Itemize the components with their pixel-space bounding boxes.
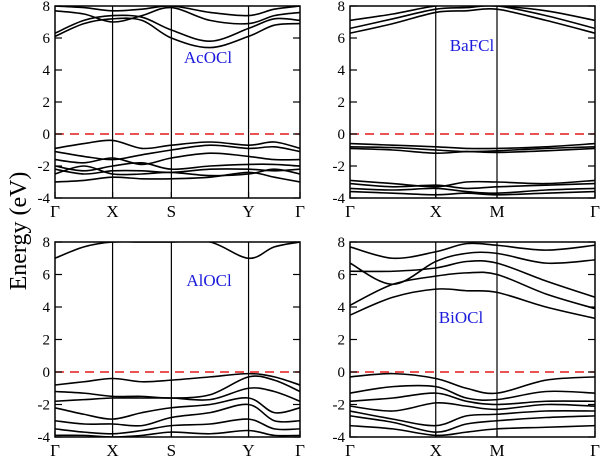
band-line [55, 429, 300, 437]
x-tick-label: X [430, 441, 442, 460]
y-tick-label: 8 [43, 0, 51, 15]
x-tick-label: X [106, 441, 118, 460]
y-tick-label: 4 [43, 63, 51, 79]
band-line [55, 372, 300, 386]
band-line [350, 384, 595, 401]
panel-bafcl: -4 -2 0 2 4 6 8 Γ X M Γ BaFCl [333, 0, 601, 221]
band-lines [55, 242, 300, 437]
y-tick-label: -4 [333, 191, 346, 207]
x-tick-label: M [489, 202, 504, 221]
y-tick-label: -2 [38, 159, 51, 175]
band-line [350, 147, 595, 155]
band-line [350, 372, 595, 395]
band-line [350, 242, 595, 260]
band-line [350, 259, 595, 299]
y-tick-label: 0 [338, 365, 346, 381]
y-tick-label: 0 [338, 127, 346, 143]
panel-acocl: -4 -2 0 2 4 6 8 Γ X S Y Γ AcOCl [38, 0, 306, 221]
x-tick-label: Γ [295, 202, 305, 221]
y-tick-label: 8 [43, 235, 51, 251]
y-tick-label: -4 [38, 191, 51, 207]
y-tick-label: 2 [338, 95, 346, 111]
y-tick-label: 6 [338, 31, 346, 47]
band-line [350, 187, 595, 195]
y-tick-label: 0 [43, 365, 51, 381]
compound-label: BaFCl [450, 36, 495, 55]
y-tick-label: 2 [338, 333, 346, 349]
panel-frame [349, 5, 596, 199]
band-line [350, 179, 595, 188]
x-tick-label: X [106, 202, 118, 221]
y-tick-label: -2 [38, 398, 51, 414]
y-tick-label: -2 [333, 398, 346, 414]
x-tick-label: M [489, 441, 504, 460]
band-line [350, 6, 595, 22]
y-tick-label: 4 [43, 300, 51, 316]
y-tick-label: 2 [43, 333, 51, 349]
band-lines [55, 6, 300, 183]
compound-label: BiOCl [439, 308, 484, 327]
band-line [350, 251, 595, 286]
panel-alocl: -4 -2 0 2 4 6 8 Γ X S Y Γ AlOCl [38, 235, 306, 460]
band-line [350, 182, 595, 190]
x-tick-label: Γ [295, 441, 305, 460]
y-tick-label: -4 [38, 430, 51, 446]
x-tick-label: Y [242, 441, 254, 460]
compound-label: AcOCl [184, 48, 232, 67]
x-tick-label: Y [242, 202, 254, 221]
y-tick-label: 6 [43, 268, 51, 284]
y-tick-label: 6 [338, 268, 346, 284]
band-line [350, 190, 595, 196]
y-tick-label: 2 [43, 95, 51, 111]
y-tick-label: 4 [338, 63, 346, 79]
band-line [350, 415, 595, 433]
y-tick-label: -2 [333, 159, 346, 175]
x-tick-label: Γ [50, 202, 60, 221]
y-axis-label: Energy (eV) [6, 172, 32, 291]
x-tick-label: S [167, 441, 176, 460]
band-line [350, 142, 595, 150]
x-tick-label: S [167, 202, 176, 221]
band-line [350, 401, 595, 412]
band-lines [350, 6, 595, 196]
panel-biocl: -4 -2 0 2 4 6 8 Γ X M Γ BiOCl [333, 235, 601, 460]
y-tick-label: 8 [338, 0, 346, 15]
band-line [55, 6, 300, 17]
y-tick-label: -4 [333, 430, 346, 446]
band-lines [350, 242, 595, 437]
band-line [350, 392, 595, 406]
band-line [350, 7, 595, 34]
x-tick-label: Γ [50, 441, 60, 460]
x-tick-label: Γ [345, 202, 355, 221]
y-tick-label: 6 [43, 31, 51, 47]
x-tick-label: Γ [590, 202, 600, 221]
x-tick-label: X [430, 202, 442, 221]
y-tick-label: 0 [43, 127, 51, 143]
y-tick-label: 4 [338, 300, 346, 316]
y-tick-label: 8 [338, 235, 346, 251]
band-line [350, 424, 595, 437]
band-line [350, 288, 595, 320]
compound-label: AlOCl [186, 271, 232, 290]
x-tick-label: Γ [590, 441, 600, 460]
x-tick-label: Γ [345, 441, 355, 460]
band-line [55, 242, 300, 260]
band-line [55, 152, 300, 166]
band-line [350, 409, 595, 427]
band-line [350, 6, 595, 30]
